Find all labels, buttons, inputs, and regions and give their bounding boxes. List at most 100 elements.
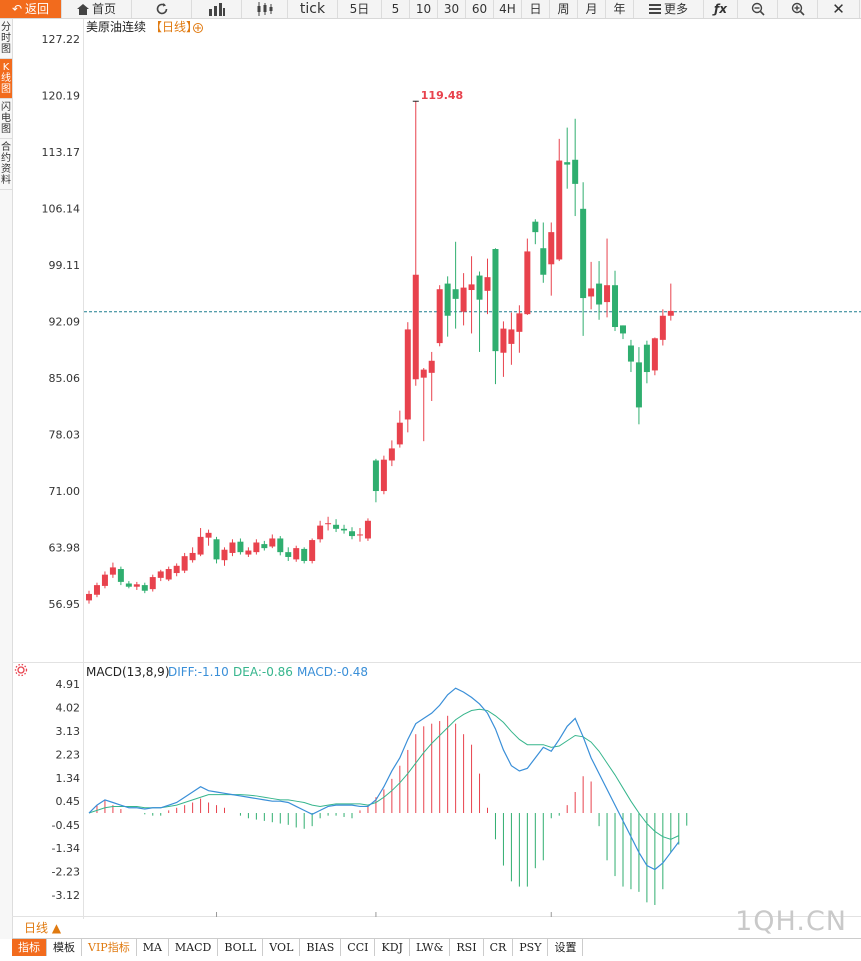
candle-body [460,287,467,312]
period-30min[interactable]: 30 [438,0,466,18]
macd-value-label: MACD:-0.48 [297,665,368,679]
candle-body [109,567,116,575]
period-dropdown[interactable]: 日线 ▲ [24,921,62,935]
candle-body [452,289,459,299]
candle-body [269,538,276,547]
tab-flash[interactable]: 闪电图 [0,99,12,139]
indicator-tab[interactable]: CCI [341,939,376,956]
candle-body [388,448,395,461]
indicator-tab[interactable]: BIAS [300,939,342,956]
candle-body [627,345,634,362]
zoom-out-button[interactable] [738,0,778,18]
zoom-out-icon [751,2,765,16]
candlesticks [86,101,674,604]
tick-button[interactable]: tick [288,0,338,18]
close-button[interactable]: ✕ [818,0,860,18]
bar-chart-button[interactable] [192,0,242,18]
back-button[interactable]: ↶ 返回 [0,0,62,18]
price-tick-label: 63.98 [49,541,81,554]
zoom-in-button[interactable] [778,0,818,18]
period-year[interactable]: 年 [606,0,634,18]
tab-kline[interactable]: K线图 [0,59,12,99]
indicator-settings-icon[interactable] [14,663,28,677]
indicator-tab[interactable]: 指标 [12,939,47,956]
period-week[interactable]: 周 [550,0,578,18]
date-axis-labels: 2026/022026/032026/04 [216,912,552,917]
indicator-tab[interactable]: LW& [410,939,451,956]
candle-body [540,248,547,275]
price-tick-label: 85.06 [49,372,81,385]
zoom-in-icon [791,2,805,16]
tab-contract-info[interactable]: 合约资料 [0,139,12,190]
refresh-icon [156,3,167,15]
macd-title: MACD(13,8,9) [86,665,170,679]
candle-body [635,362,642,408]
candle-body [500,328,507,353]
candle-body [229,542,236,553]
candle-body [133,584,140,587]
candle-body [293,548,300,560]
max-price-marker: 119.48 [412,89,463,102]
expand-icon[interactable] [193,23,203,33]
indicator-tab[interactable]: 模板 [47,939,82,956]
price-tick-label: 120.19 [42,90,81,103]
candle-body [189,552,196,561]
candlestick-button[interactable] [242,0,288,18]
candle-body [548,232,555,265]
indicator-tabs: 指标 模板 VIP指标 MA MACD BOLL VOL BIAS CCI KDJ LW& RSI CR… [12,938,861,957]
price-tick-label: 71.00 [49,485,81,498]
macd-tick-label: -0.45 [52,819,80,832]
indicator-tab[interactable]: KDJ [375,939,410,956]
candle-body [141,585,148,591]
macd-tick-label: 4.91 [56,678,81,691]
price-tick-label: 127.22 [42,33,81,46]
more-button[interactable]: 更多 [634,0,704,18]
macd-tick-label: -2.23 [52,866,80,879]
home-button[interactable]: 首页 [62,0,132,18]
chart-area[interactable]: 美原油连续 【日线】 127.22 120.19 113.17 106.14 99.11… [12,19,861,919]
formula-button[interactable]: ƒx [704,0,738,18]
indicator-tab[interactable]: MACD [169,939,219,956]
period-60min[interactable]: 60 [466,0,494,18]
candle-body [588,288,595,297]
top-toolbar: ↶ 返回 首页 tick 5日 5 10 30 60 4H 日 周 月 年 更多… [0,0,861,19]
candle-body [619,325,626,334]
period-10min[interactable]: 10 [410,0,438,18]
indicator-tab[interactable]: RSI [450,939,484,956]
period-month[interactable]: 月 [578,0,606,18]
period-4h[interactable]: 4H [494,0,522,18]
indicator-tab[interactable]: VIP指标 [82,939,137,956]
candle-body [476,275,483,300]
home-icon [76,3,89,15]
period-5min[interactable]: 5 [382,0,410,18]
macd-dea-label: DEA:-0.86 [233,665,293,679]
indicator-tab[interactable]: CR [484,939,514,956]
refresh-button[interactable] [132,0,192,18]
indicator-tab[interactable]: MA [137,939,169,956]
instrument-name: 美原油连续 [86,19,146,34]
candle-body [197,536,204,555]
candle-body [285,552,292,557]
period-5day[interactable]: 5日 [338,0,382,18]
indicator-tab[interactable]: PSY [513,939,549,956]
price-tick-label: 78.03 [49,429,81,442]
candle-body [173,565,180,574]
indicator-tab[interactable]: VOL [263,939,301,956]
tab-timeshare[interactable]: 分时图 [0,19,12,59]
candle-body [341,528,348,531]
indicator-tab[interactable]: 设置 [548,939,584,956]
site-watermark: 1QH.CN [735,906,847,937]
candle-body [436,289,443,344]
candle-body [93,585,100,595]
candle-body [492,249,499,352]
price-axis-ticks: 127.22 120.19 113.17 106.14 99.11 92.09 85.06 7… [42,33,81,611]
candle-body [157,571,164,578]
macd-tick-label: -1.34 [52,842,80,855]
formula-icon: ƒx [714,2,727,16]
candle-body [396,422,403,445]
price-tick-label: 113.17 [42,146,81,159]
candle-body [532,221,539,233]
indicator-tab[interactable]: BOLL [218,939,264,956]
candle-body [380,459,387,492]
period-day[interactable]: 日 [522,0,550,18]
